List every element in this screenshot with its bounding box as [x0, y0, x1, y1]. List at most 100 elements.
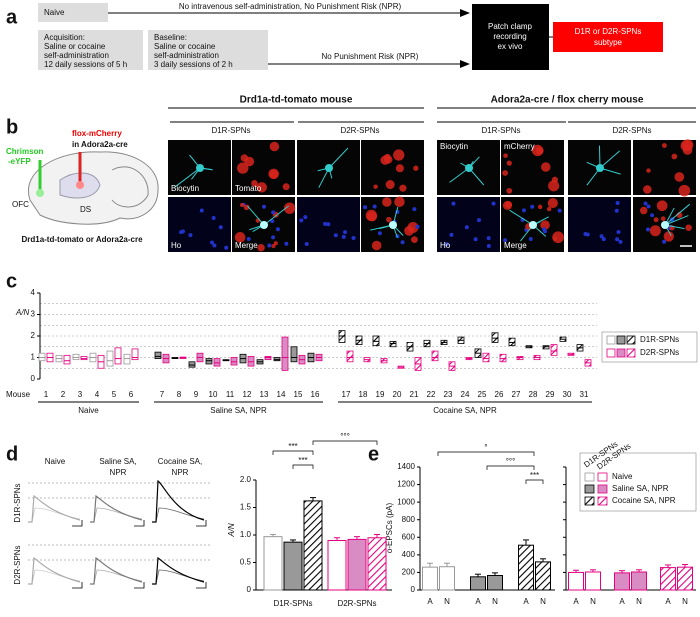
cell [269, 141, 280, 152]
soma [529, 221, 537, 229]
trace-title: NPR [172, 468, 189, 477]
significance: °°° [340, 432, 350, 441]
bar [327, 540, 347, 591]
micrographs [168, 139, 696, 252]
bar [487, 575, 503, 591]
y-tick-label: 4 [31, 288, 36, 297]
mouse-label: 11 [226, 390, 235, 399]
box [553, 22, 663, 52]
x-tick-label: A [523, 597, 529, 606]
x-tick-label: D2R-SPNs [337, 599, 376, 608]
label: DS [80, 205, 91, 214]
nucleus [363, 205, 368, 210]
box [290, 346, 298, 363]
cell [531, 144, 544, 157]
nucleus [304, 242, 309, 247]
bar [535, 561, 551, 591]
mouse-label: 22 [427, 390, 436, 399]
box [188, 361, 196, 368]
significance: *** [288, 442, 297, 451]
nucleus [486, 243, 491, 248]
bracket [525, 479, 544, 484]
box-text: 3 daily sessions of 2 h [154, 60, 233, 69]
dendrite [449, 167, 470, 183]
box [338, 330, 346, 343]
dendrite [328, 147, 349, 169]
label: in Adora2a-cre [72, 140, 128, 149]
nucleus [645, 227, 650, 232]
bracket [292, 464, 314, 469]
bracket [437, 451, 535, 456]
nucleus [372, 204, 377, 209]
y-tick-label: 1200 [397, 480, 415, 489]
label: flox-mCherry [72, 129, 122, 138]
box-text: D1R or D2R-SPNs [575, 27, 642, 36]
mouse-label: 26 [495, 390, 504, 399]
box [230, 357, 238, 366]
scale-bar [196, 582, 207, 589]
x-tick-label: N [492, 597, 498, 606]
legend-swatch [626, 348, 636, 358]
dendrite [247, 205, 265, 226]
scale-bar [134, 520, 145, 527]
nucleus [326, 222, 331, 227]
tile-label: Biocytin [440, 142, 468, 151]
legend-swatch [616, 348, 626, 358]
traces [28, 479, 210, 589]
nucleus [246, 236, 251, 241]
y-tick-label: 1000 [397, 497, 415, 506]
soma [325, 164, 333, 172]
site [76, 181, 84, 189]
tile-label: Ho [171, 241, 182, 250]
scale-bar [72, 582, 83, 589]
nucleus [618, 239, 623, 244]
tile-label: Tomato [235, 184, 262, 193]
y-tick-label: 0 [31, 374, 36, 383]
y-tick-label: 200 [402, 568, 416, 577]
nucleus [646, 204, 651, 209]
box [131, 348, 139, 361]
legend-label: Saline SA, NPR [612, 484, 669, 493]
x-tick-label: A [665, 597, 671, 606]
nucleus [179, 230, 184, 235]
mouse-label: 17 [342, 390, 351, 399]
mouse-label: 13 [260, 390, 269, 399]
nucleus [650, 213, 655, 218]
y-tick-label: 0.5 [240, 558, 252, 567]
trace-title: Saline SA, [99, 457, 136, 466]
y-tick-label: 600 [402, 532, 416, 541]
arrow-text: No Punishment Risk (NPR) [322, 52, 419, 61]
mouse-label: 20 [393, 390, 402, 399]
mouse-label: 25 [478, 390, 487, 399]
box [114, 347, 122, 365]
mouse-label: 18 [359, 390, 368, 399]
mouse-label: 15 [294, 390, 303, 399]
nucleus [464, 225, 469, 230]
cell [639, 206, 648, 215]
nucleus [271, 235, 276, 240]
mouse-label: 12 [243, 390, 252, 399]
legend-label: Naive [612, 472, 633, 481]
dendrite [174, 167, 201, 188]
scale-bar [72, 520, 83, 527]
cell [671, 153, 678, 160]
cell [386, 216, 392, 223]
bar [422, 566, 438, 591]
significance: *** [530, 471, 539, 480]
box [106, 350, 114, 367]
box-text: Patch clamp [488, 22, 533, 31]
bar [263, 536, 283, 591]
panel-label: a [6, 6, 18, 28]
mouse-label: 4 [95, 390, 100, 399]
box [63, 354, 71, 365]
scale-bar [134, 582, 145, 589]
nucleus [503, 238, 508, 243]
tile-label: Merge [235, 241, 258, 250]
legend-label: D2R-SPNs [640, 348, 679, 357]
nucleus [444, 242, 449, 247]
cell [646, 168, 651, 173]
bar [660, 567, 676, 591]
nucleus [210, 240, 215, 245]
nucleus [271, 210, 276, 215]
box [431, 350, 439, 362]
